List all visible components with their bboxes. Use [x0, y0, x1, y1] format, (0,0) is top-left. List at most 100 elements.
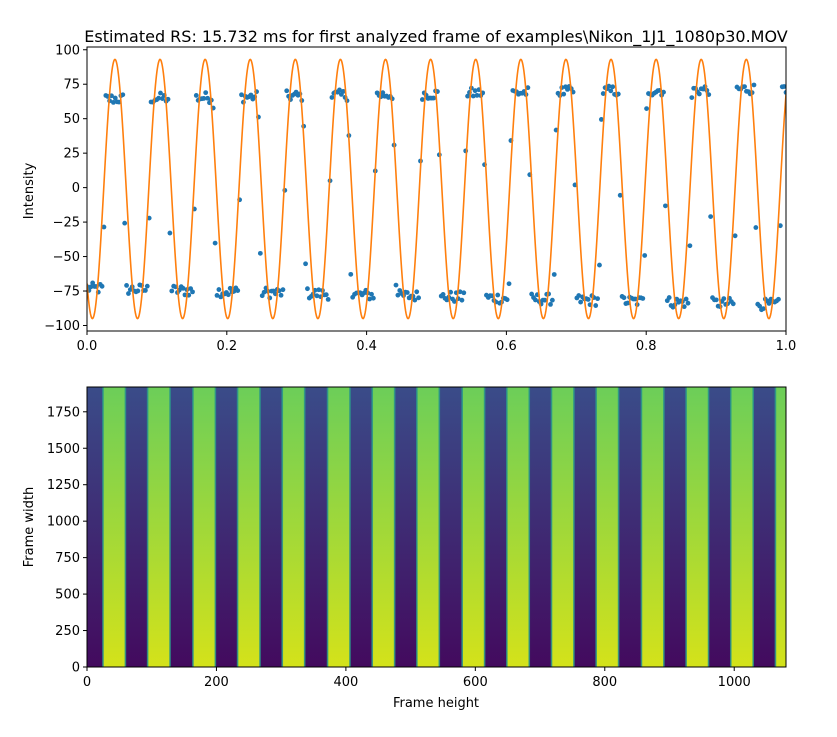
measured-point — [495, 292, 501, 298]
measured-point — [337, 87, 342, 93]
heatmap-stripe-edge — [573, 387, 575, 667]
heatmap-stripe-edge — [483, 387, 486, 667]
measured-point — [280, 287, 286, 293]
measured-point — [732, 233, 738, 239]
measured-point — [414, 289, 420, 295]
measured-point — [474, 92, 480, 98]
measured-point — [617, 192, 623, 198]
measured-point — [721, 296, 727, 301]
measured-point — [203, 90, 209, 96]
intensity-axes-frame — [86, 46, 787, 332]
measured-point — [225, 292, 231, 298]
heatmap-stripe-edge — [752, 387, 754, 667]
measured-point — [112, 95, 118, 101]
heatmap-stripe-edge — [707, 387, 710, 667]
measured-point — [625, 300, 631, 306]
x-tick-label: 0.4 — [356, 339, 377, 354]
measured-point — [190, 289, 195, 295]
measured-point — [757, 303, 763, 309]
measured-point — [549, 297, 555, 303]
heatmap-stripe-edge — [236, 387, 239, 667]
measured-point — [325, 296, 331, 302]
measured-point — [663, 203, 668, 209]
heatmap-stripe-edge — [393, 387, 396, 667]
intensity-ticks: 0.0 0.2 0.4 0.6 0.8 1.0 −100 −75 −50 −25 0 25 50 75 10… — [44, 43, 796, 354]
measured-point — [416, 295, 421, 301]
measured-point — [440, 292, 446, 297]
measured-point — [742, 84, 747, 90]
y-tick-label: 250 — [55, 624, 80, 639]
measured-point — [380, 90, 386, 96]
measured-point — [156, 95, 162, 101]
heatmap-stripe-edge — [506, 387, 508, 667]
measured-point — [370, 295, 376, 301]
heatmap-stripe-edge — [729, 387, 732, 667]
measured-point — [457, 289, 463, 295]
measured-point — [120, 92, 126, 98]
heatmap-bright-stripe — [147, 387, 170, 667]
heatmap-bright-stripe — [372, 387, 395, 667]
measured-point — [305, 286, 310, 292]
measured-point — [393, 282, 399, 288]
measured-point — [595, 296, 600, 302]
measured-point — [158, 90, 163, 96]
measured-point — [621, 295, 627, 301]
measured-point — [248, 92, 254, 98]
heatmap-stripe-edge — [438, 387, 441, 667]
measured-point — [90, 280, 96, 286]
measured-point — [465, 93, 470, 99]
measured-point — [126, 291, 131, 296]
x-tick-label: 800 — [592, 675, 617, 690]
measured-point — [529, 291, 535, 297]
measured-point — [751, 82, 757, 88]
measured-point — [640, 296, 646, 301]
chart-title: Estimated RS: 15.732 ms for first analyz… — [84, 27, 788, 47]
measured-point — [561, 91, 567, 97]
measured-point — [88, 284, 94, 290]
heatmap-bright-stripe — [103, 387, 126, 667]
heatmap-stripe-edge — [259, 387, 261, 667]
heatmap-stripe-edge — [146, 387, 149, 667]
heatmap-axes-frame — [86, 386, 787, 668]
measured-point — [713, 297, 719, 303]
heatmap-bright-stripe — [551, 387, 574, 667]
y-tick-label: 50 — [63, 112, 80, 127]
heatmap-stripe-edge — [303, 387, 306, 667]
measured-point — [193, 93, 199, 98]
measured-point — [760, 306, 766, 312]
measured-point — [642, 253, 648, 258]
heatmap-stripe-edge — [416, 387, 418, 667]
heatmap-stripe-edge — [774, 387, 777, 667]
measured-point — [239, 92, 244, 98]
measured-point — [472, 88, 478, 94]
measured-point — [777, 223, 783, 229]
measured-point — [452, 299, 457, 304]
measured-point — [593, 303, 599, 308]
measured-point — [101, 224, 107, 230]
y-tick-label: −75 — [53, 285, 80, 300]
measured-point — [340, 88, 346, 94]
measured-point — [419, 97, 425, 102]
y-tick-label: 500 — [55, 588, 80, 603]
measured-point — [608, 88, 614, 94]
heatmap-stripe-edge — [595, 387, 597, 667]
x-tick-label: 1.0 — [776, 339, 797, 354]
measured-point — [412, 297, 418, 303]
measured-point — [687, 243, 693, 249]
x-tick-label: 0.2 — [216, 339, 237, 354]
heatmap-stripe-edge — [214, 387, 217, 667]
measured-point — [685, 300, 691, 306]
heatmap-stripe-edge — [124, 387, 127, 667]
heatmap-stripe-edge — [371, 387, 374, 667]
x-tick-label: 1000 — [718, 675, 751, 690]
measured-point — [606, 83, 612, 89]
measured-point — [122, 220, 128, 226]
measured-point — [395, 292, 401, 298]
y-tick-label: 25 — [63, 147, 80, 162]
measured-point — [124, 283, 129, 288]
measured-point — [666, 295, 672, 300]
x-tick-label: 600 — [463, 675, 488, 690]
measured-point — [766, 301, 772, 306]
measured-point — [506, 281, 512, 287]
measured-point — [470, 93, 476, 99]
